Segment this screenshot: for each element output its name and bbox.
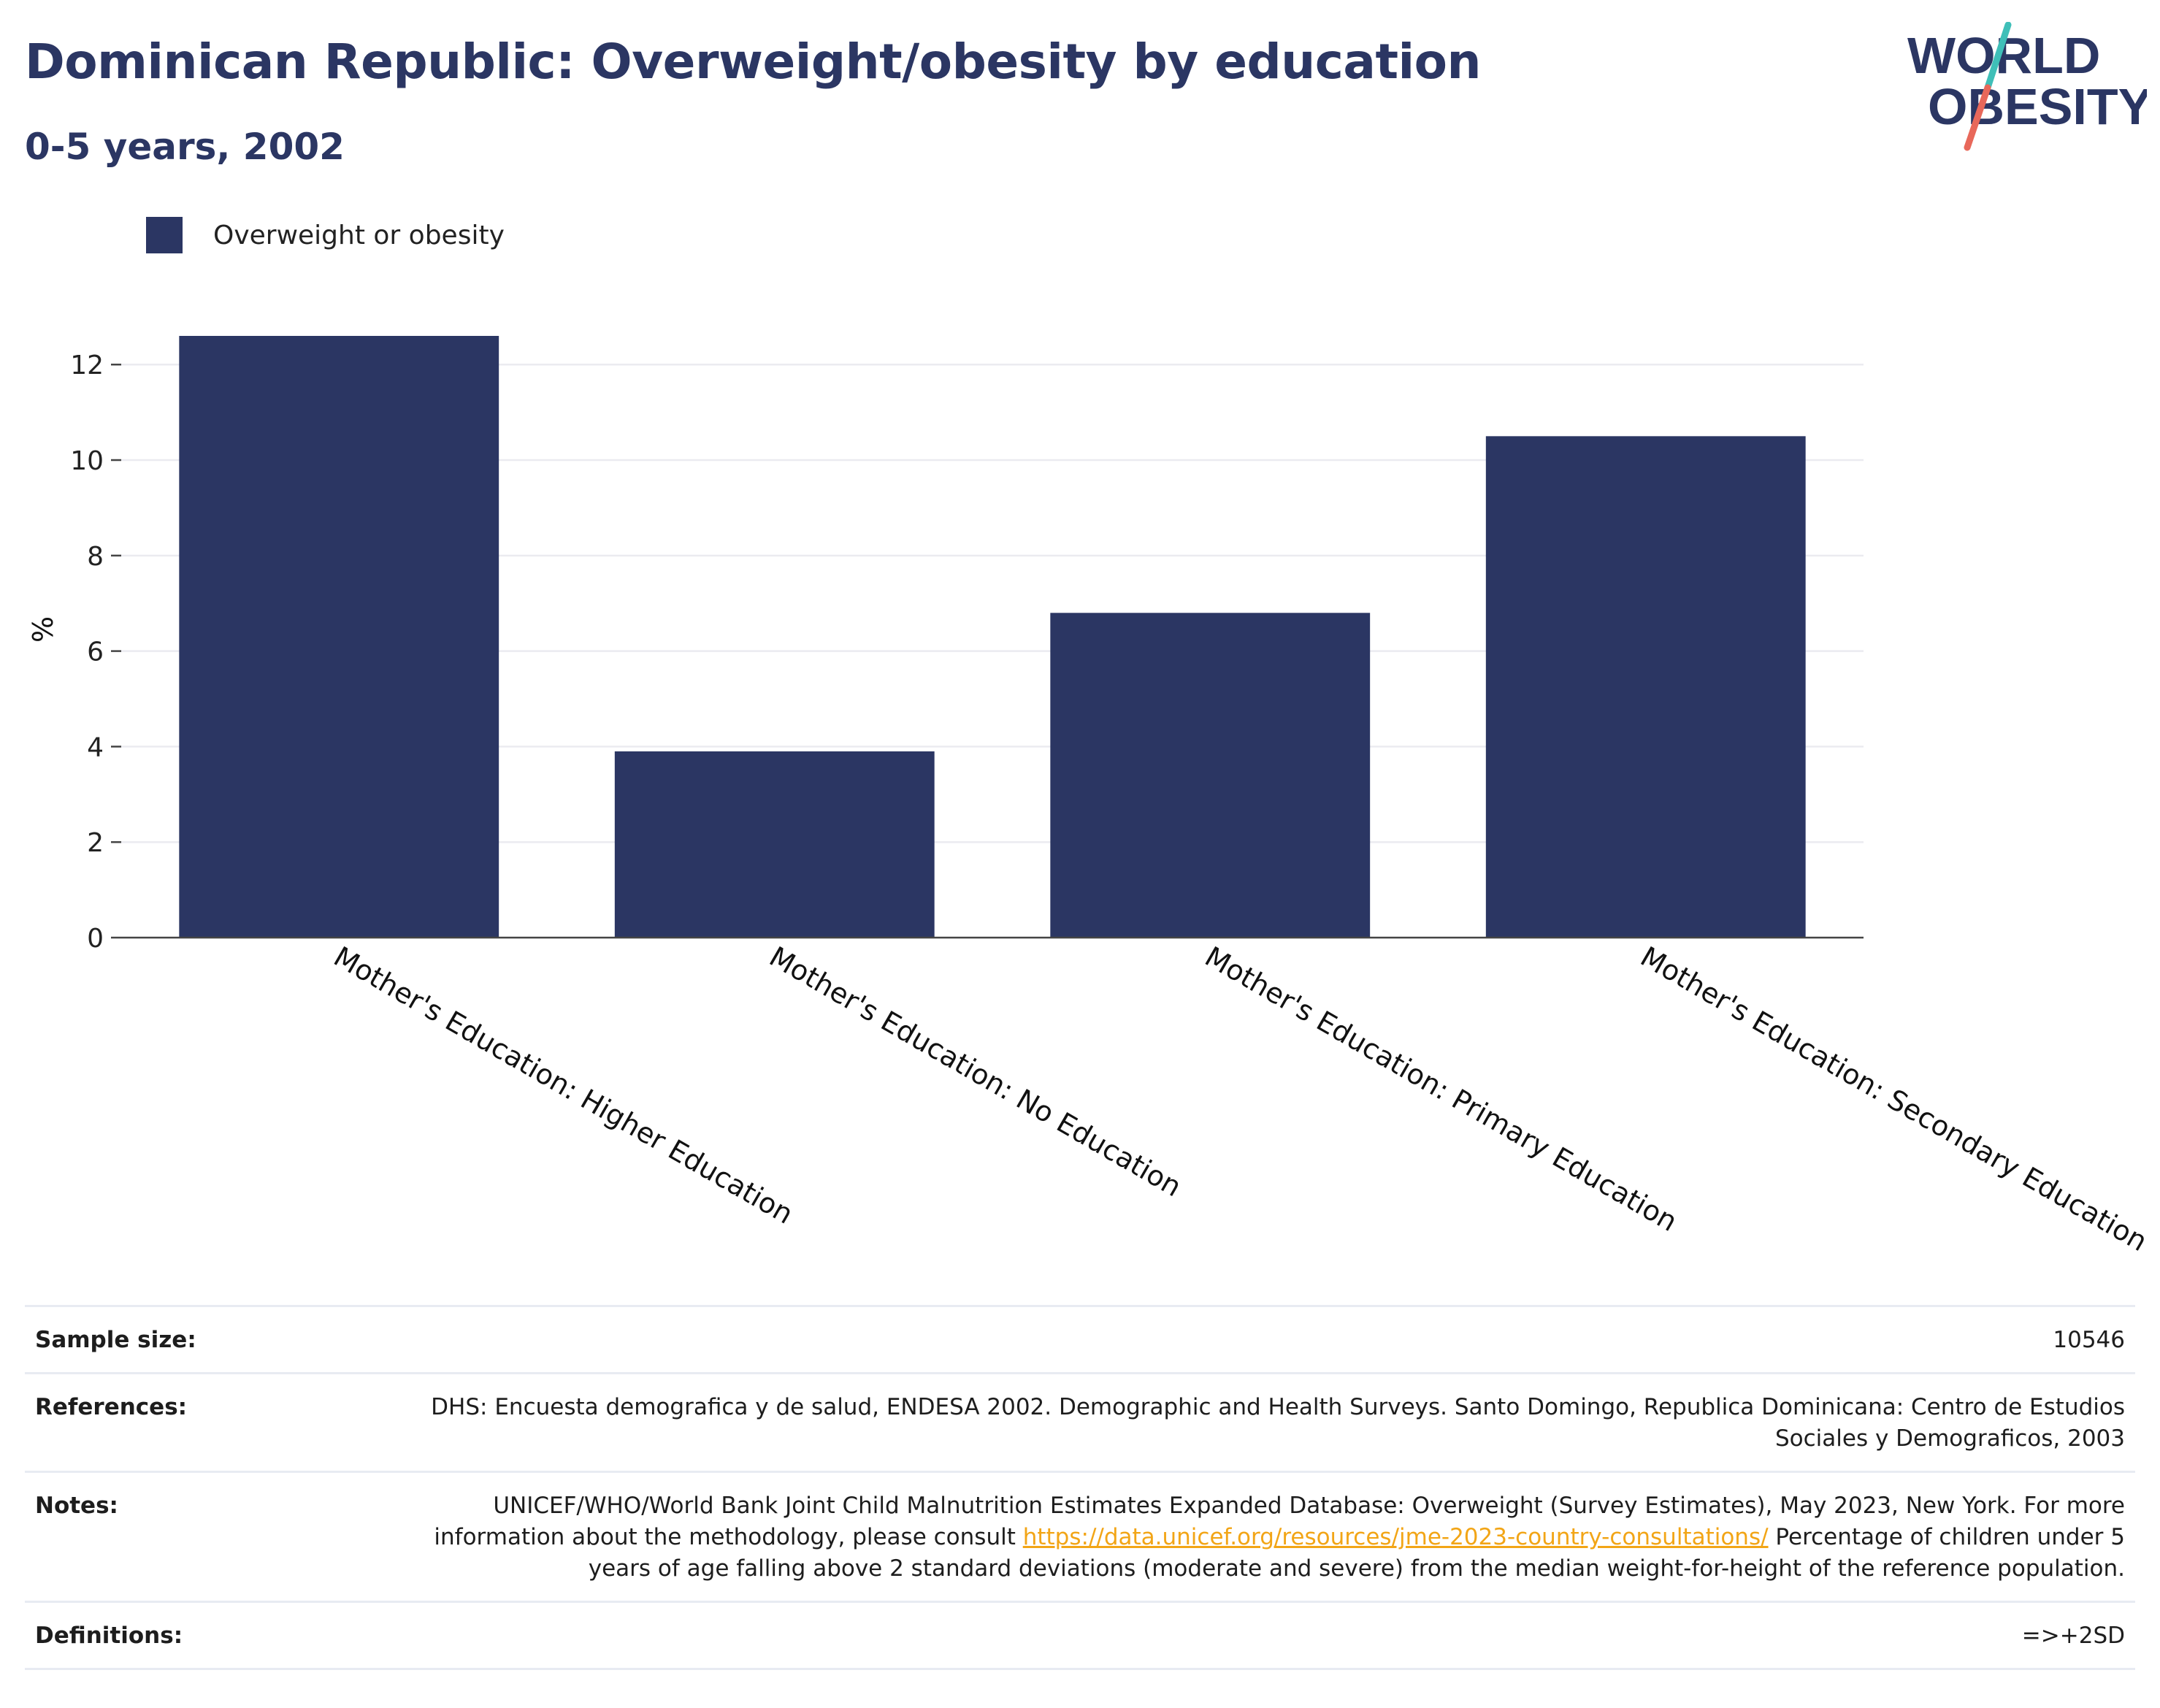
- references-value: DHS: Encuesta demografica y de salud, EN…: [400, 1372, 2135, 1472]
- y-tick-label: 4: [87, 732, 104, 762]
- y-tick-label: 2: [87, 828, 104, 858]
- y-tick-label: 8: [87, 542, 104, 572]
- y-tick-label: 12: [70, 351, 104, 380]
- x-tick-label: Mother's Education: Primary Education: [1200, 941, 1683, 1238]
- info-row-sample-size: Sample size: 10546: [25, 1305, 2135, 1374]
- chart-legend: Overweight or obesity: [146, 215, 505, 256]
- info-row-notes: Notes: UNICEF/WHO/World Bank Joint Child…: [25, 1471, 2135, 1602]
- y-axis-label: %: [27, 616, 59, 643]
- logo-slash-bottom: [1964, 84, 1991, 151]
- y-tick-label: 10: [70, 446, 104, 476]
- bar: [179, 336, 499, 938]
- bar-chart: 0 2 4 6 8 10 12 Mother's Education: Higher Edu…: [27, 336, 2153, 1258]
- notes-link[interactable]: https://data.unicef.org/resources/jme-20…: [1022, 1524, 1769, 1550]
- legend-swatch: [146, 217, 183, 253]
- y-tick-label: 6: [87, 637, 104, 667]
- page-subtitle: 0-5 years, 2002: [25, 126, 345, 168]
- definitions-label: Definitions:: [25, 1601, 400, 1670]
- x-tick-label: Mother's Education: Secondary Education: [1635, 941, 2153, 1258]
- x-tick-label: Mother's Education: No Education: [764, 941, 1187, 1203]
- bar: [614, 751, 935, 938]
- x-tick-label: Mother's Education: Higher Education: [329, 941, 799, 1230]
- world-obesity-logo: WORLD OBESITY: [1907, 22, 2147, 151]
- bars: [179, 336, 1806, 938]
- info-table: Sample size: 10546 References: DHS: Encu…: [25, 1305, 2135, 1670]
- definitions-value: =>+2SD: [400, 1601, 2135, 1670]
- bar: [1050, 613, 1371, 938]
- sample-size-label: Sample size:: [25, 1305, 400, 1374]
- y-axis-ticks: 0 2 4 6 8 10 12: [70, 351, 121, 954]
- logo-slash-top: [1984, 22, 2012, 91]
- info-row-definitions: Definitions: =>+2SD: [25, 1601, 2135, 1670]
- info-row-references: References: DHS: Encuesta demografica y …: [25, 1372, 2135, 1472]
- legend-label: Overweight or obesity: [213, 220, 505, 250]
- notes-value: UNICEF/WHO/World Bank Joint Child Malnut…: [400, 1471, 2135, 1602]
- notes-text: UNICEF/WHO/World Bank Joint Child Malnut…: [434, 1493, 2125, 1550]
- page-title: Dominican Republic: Overweight/obesity b…: [25, 34, 1481, 90]
- bar: [1485, 436, 1806, 938]
- sample-size-value: 10546: [400, 1305, 2135, 1374]
- y-tick-label: 0: [87, 924, 104, 954]
- references-label: References:: [25, 1372, 400, 1472]
- notes-label: Notes:: [25, 1471, 400, 1602]
- x-axis-labels: Mother's Education: Higher EducationMoth…: [329, 941, 2153, 1258]
- notes-text-continued: Percentage of children under 5 years of …: [588, 1524, 2125, 1582]
- logo-text-obesity: OBESITY: [1928, 78, 2147, 135]
